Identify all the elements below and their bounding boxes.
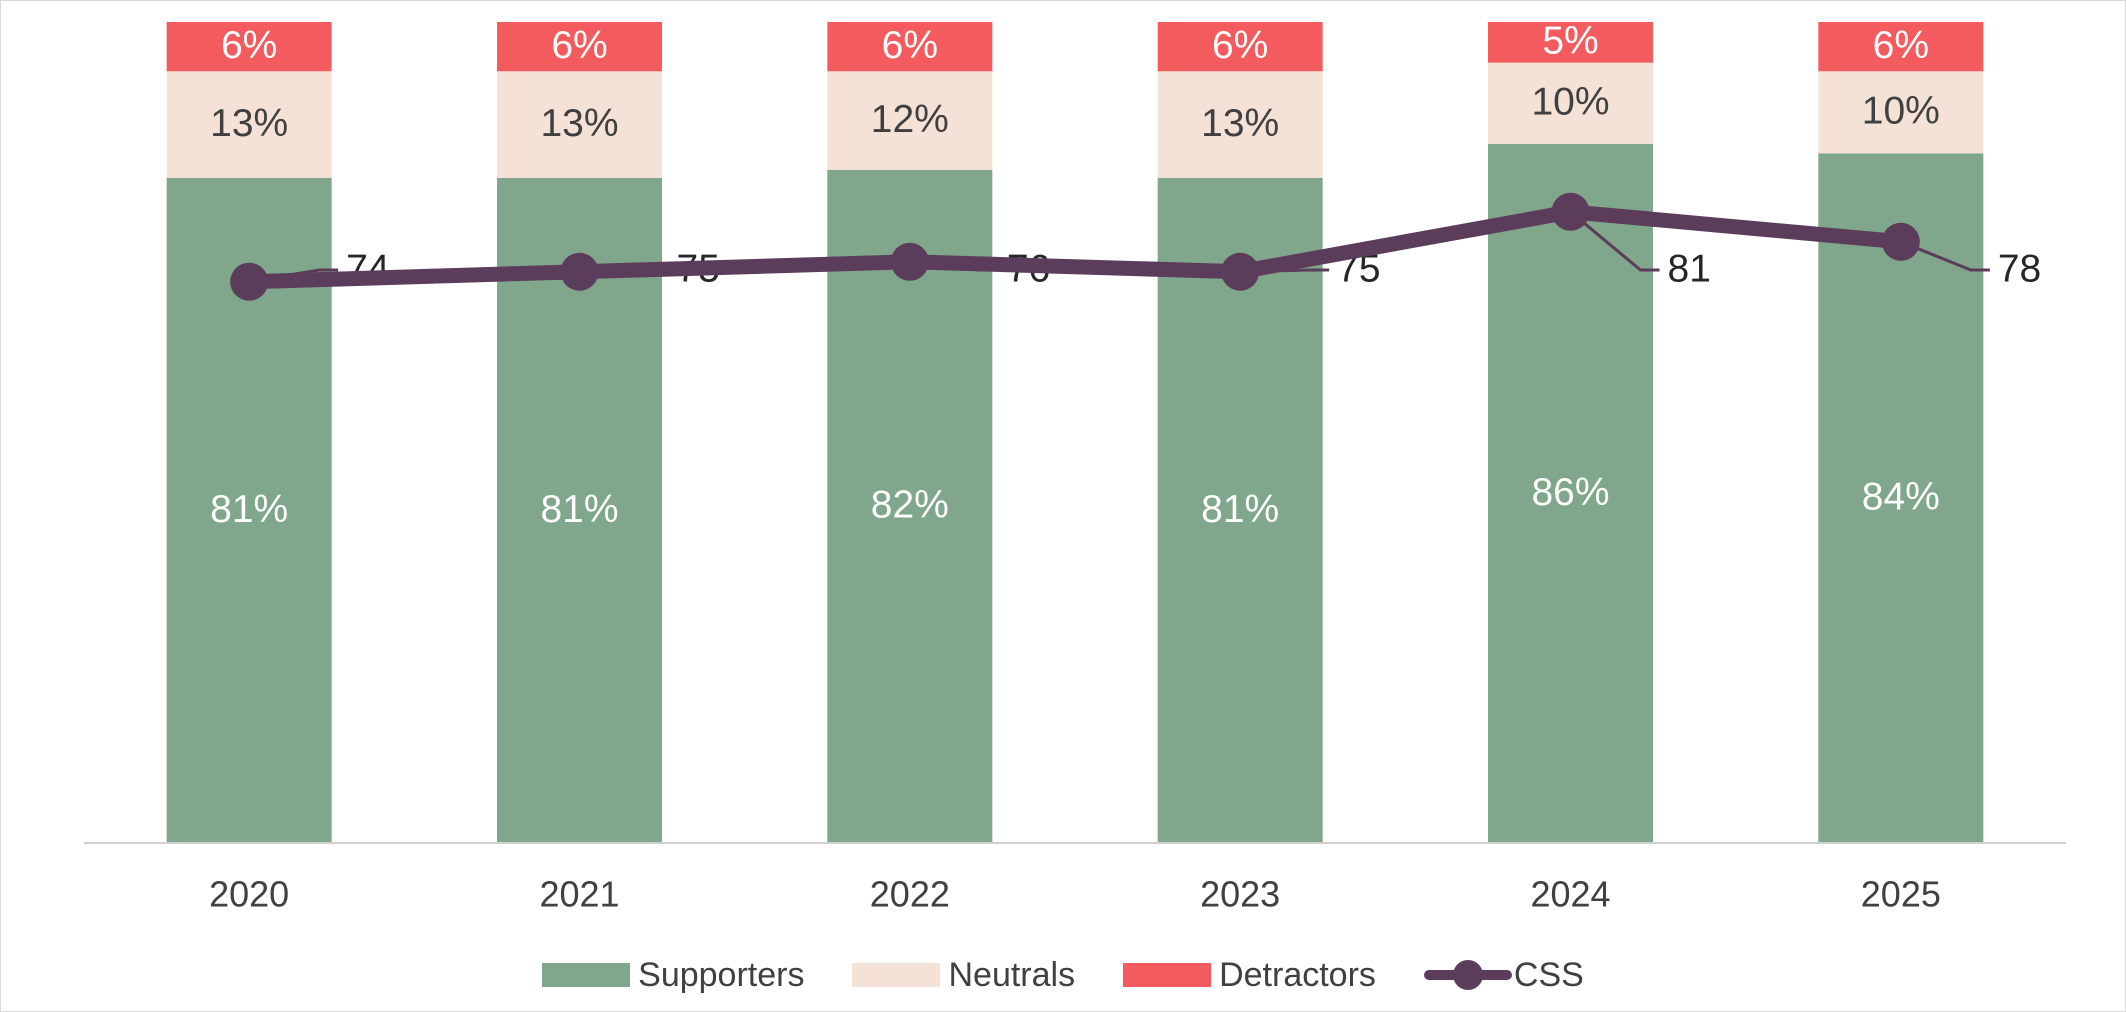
legend-item-css: CSS [1423, 955, 1584, 995]
leader-line-css-2024 [1569, 210, 1660, 272]
x-tick-label-2022: 2022 [870, 874, 950, 915]
data-label-detractors-2020: 6% [221, 24, 277, 67]
bar-detractors-2025 [1818, 22, 1984, 72]
bar-neutrals-2024 [1488, 62, 1653, 144]
data-label-detractors-2023: 6% [1212, 24, 1268, 67]
data-label-supporters-2023: 81% [1201, 488, 1279, 531]
data-label-supporters-2022: 82% [871, 484, 949, 527]
data-label-neutrals-2022: 12% [871, 98, 949, 141]
legend: Supporters Neutrals Detractors CSS [0, 950, 2126, 1000]
data-label-neutrals-2025: 10% [1862, 90, 1940, 133]
legend-item-neutrals: Neutrals [852, 956, 1075, 995]
css-marker-2023 [1221, 252, 1260, 291]
css-marker-2020 [230, 262, 269, 301]
legend-line-marker-css [1423, 960, 1512, 990]
data-label-detractors-2024: 5% [1542, 20, 1598, 63]
css-marker-2024 [1551, 192, 1590, 231]
data-label-css-2025: 78 [1998, 247, 2041, 290]
x-tick-label-2025: 2025 [1861, 874, 1941, 915]
bar-detractors-2024 [1488, 22, 1653, 63]
legend-label-detractors: Detractors [1219, 955, 1376, 994]
css-marker-2022 [890, 242, 929, 281]
bar-neutrals-2023 [1157, 71, 1323, 178]
legend-swatch-detractors [1123, 963, 1212, 987]
data-label-neutrals-2023: 13% [1201, 102, 1279, 145]
bar-detractors-2022 [827, 22, 993, 72]
data-label-supporters-2024: 86% [1531, 471, 1609, 514]
bar-supporters-2025 [1818, 153, 1984, 844]
data-label-supporters-2021: 81% [540, 488, 618, 531]
bar-supporters-2024 [1488, 143, 1653, 844]
legend-swatch-neutrals [852, 963, 941, 987]
data-label-neutrals-2020: 13% [210, 102, 288, 145]
x-tick-label-2021: 2021 [539, 874, 619, 915]
bar-neutrals-2021 [497, 71, 662, 178]
data-label-detractors-2021: 6% [551, 24, 607, 67]
bar-neutrals-2025 [1818, 71, 1984, 154]
bar-neutrals-2022 [827, 71, 993, 170]
x-tick-label-2023: 2023 [1200, 874, 1280, 915]
x-tick-labels: 2020 2021 2022 2023 2024 2025 [209, 874, 1941, 915]
data-label-detractors-2025: 6% [1873, 24, 1929, 67]
legend-label-neutrals: Neutrals [948, 955, 1076, 994]
bar-neutrals-2020 [166, 71, 332, 178]
data-label-neutrals-2024: 10% [1531, 81, 1609, 124]
legend-label-css: CSS [1513, 955, 1584, 994]
bar-layer: 81% 13% 6% 81% 13% 6% 82% 12% 6% 81% 13% 6% 86% 10% 5%… [166, 20, 1984, 844]
x-tick-label-2020: 2020 [209, 874, 289, 915]
data-label-css-2024: 81 [1668, 247, 1711, 290]
css-line [241, 204, 1909, 290]
legend-swatch-supporters [542, 963, 631, 987]
bar-detractors-2023 [1157, 22, 1323, 72]
bar-detractors-2021 [497, 22, 662, 72]
legend-item-detractors: Detractors [1123, 956, 1376, 995]
data-label-supporters-2025: 84% [1862, 475, 1940, 518]
css-marker-2025 [1881, 222, 1920, 261]
bar-detractors-2020 [166, 22, 332, 72]
data-label-neutrals-2021: 13% [540, 102, 618, 145]
x-tick-label-2024: 2024 [1530, 874, 1610, 915]
css-marker-2021 [560, 252, 599, 291]
css-line-layer: 74 75 76 75 81 78 [230, 192, 2041, 301]
legend-item-supporters: Supporters [542, 956, 804, 995]
data-label-detractors-2022: 6% [882, 24, 938, 67]
data-label-supporters-2020: 81% [210, 488, 288, 531]
leader-line-css-2025 [1900, 240, 1990, 272]
legend-label-supporters: Supporters [638, 955, 805, 994]
bar-supporters-2022 [827, 169, 993, 843]
